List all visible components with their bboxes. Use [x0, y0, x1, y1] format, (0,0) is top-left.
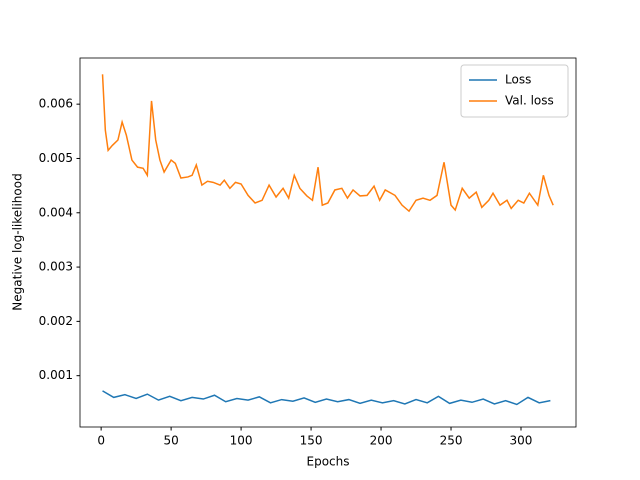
y-tick-label: 0.005	[39, 151, 73, 165]
y-tick-label: 0.002	[39, 314, 73, 328]
series-line	[101, 74, 554, 213]
x-tick-label: 200	[370, 434, 393, 448]
x-tick-label: 250	[440, 434, 463, 448]
legend-label: Loss	[505, 73, 531, 87]
plot-frame	[79, 57, 577, 428]
legend-label: Val. loss	[505, 94, 554, 108]
series-line	[102, 390, 551, 406]
x-tick-label: 300	[510, 434, 533, 448]
x-tick-label: 0	[97, 434, 105, 448]
y-tick-label: 0.003	[39, 260, 73, 274]
y-tick-label: 0.006	[39, 97, 73, 111]
x-tick-label: 100	[230, 434, 253, 448]
x-axis-label: Epochs	[307, 455, 350, 469]
y-tick-label: 0.001	[39, 368, 73, 382]
x-tick-label: 50	[163, 434, 178, 448]
y-tick-label: 0.004	[39, 205, 73, 219]
y-axis-label: Negative log-likelihood	[11, 173, 25, 310]
legend-box	[460, 64, 569, 118]
x-tick-label: 150	[300, 434, 323, 448]
